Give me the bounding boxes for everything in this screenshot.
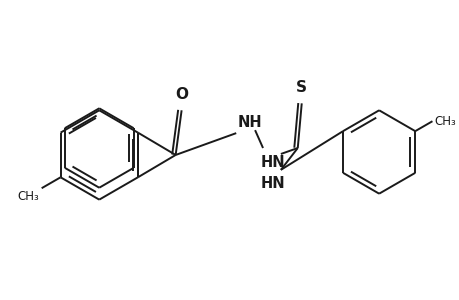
Text: S: S [296, 80, 307, 95]
Text: O: O [175, 87, 188, 102]
Text: HN: HN [260, 176, 285, 191]
Text: CH₃: CH₃ [433, 115, 455, 128]
Text: HN: HN [260, 155, 285, 170]
Text: NH: NH [237, 115, 261, 130]
Text: CH₃: CH₃ [17, 190, 39, 203]
